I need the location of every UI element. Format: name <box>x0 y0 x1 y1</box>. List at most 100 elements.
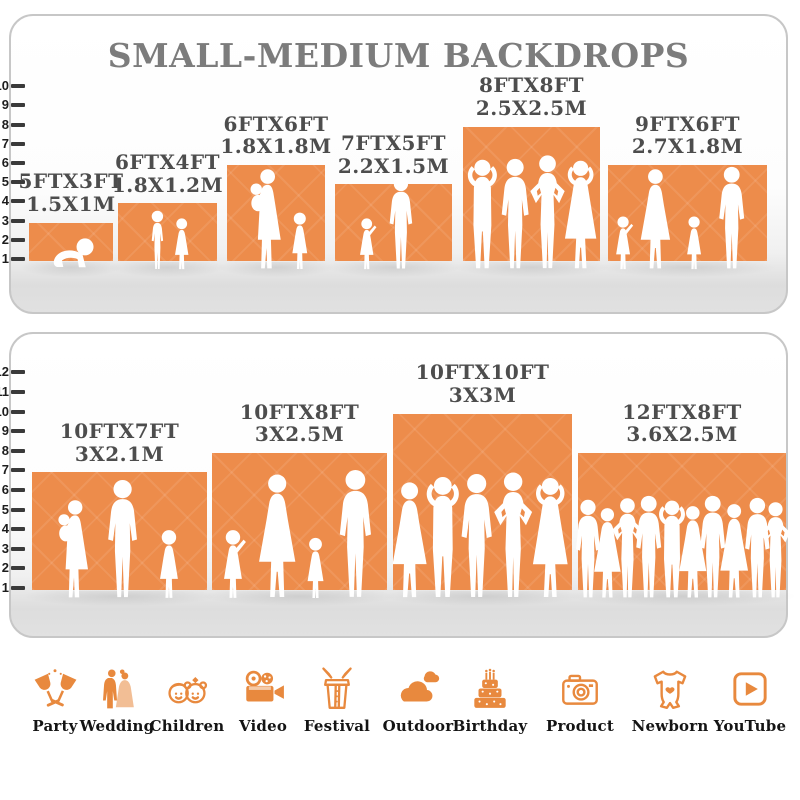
category-label: Children <box>149 717 225 735</box>
silhouette-man <box>101 479 144 599</box>
ruler-number: 12 <box>0 364 9 380</box>
backdrop-size-label: 6FTX6FT 1.8X1.8M <box>220 113 331 158</box>
ruler-tick <box>11 488 25 492</box>
category-item-wedding: Wedding <box>72 666 162 735</box>
backdrop-size-label: 10FTX10FT 3X3M <box>416 361 550 406</box>
ruler-medium-panel: 123456789101112 <box>0 334 786 636</box>
ruler-number: 4 <box>1 193 9 209</box>
size-m-label: 3.6X2.5M <box>626 422 738 447</box>
ruler-number: 8 <box>1 442 9 458</box>
size-ft-label: 5FTX3FT <box>18 169 124 194</box>
backdrop-size-label: 12FTX8FT 3.6X2.5M <box>622 401 741 446</box>
silhouette-woman <box>252 473 302 599</box>
ruler-tick <box>11 507 25 512</box>
ruler-tick <box>11 103 25 108</box>
silhouette-woman <box>635 168 676 270</box>
silhouette-man-hands-on-hips <box>754 501 797 599</box>
category-item-video: Video <box>218 666 308 735</box>
ruler-tick <box>11 218 25 223</box>
product-icon <box>557 666 603 712</box>
category-item-newborn: Newborn <box>625 666 715 735</box>
category-label: Video <box>238 717 288 735</box>
category-item-youtube: YouTube <box>705 666 795 735</box>
silhouette-girl <box>304 535 327 599</box>
ruler-tick <box>11 546 25 551</box>
size-m-label: 2.2X1.5M <box>337 153 450 178</box>
size-ft-label: 9FTX6FT <box>634 111 740 136</box>
size-ft-label: 8FTX8FT <box>478 73 584 98</box>
category-label: Party <box>32 717 78 735</box>
silhouette-man <box>384 176 418 270</box>
ruler-number: 2 <box>1 560 9 576</box>
children-icon <box>164 666 210 712</box>
size-ft-label: 10FTX10FT <box>415 360 550 385</box>
size-m-label: 3X2.1M <box>74 441 165 466</box>
category-item-product: Product <box>535 666 625 735</box>
ruler-number: 7 <box>1 135 9 151</box>
festival-icon <box>314 666 360 712</box>
silhouette-boy <box>147 208 168 270</box>
ruler-tick <box>11 527 25 532</box>
backdrop-bar: 6FTX4FT 1.8X1.2M <box>110 151 225 277</box>
backdrop-size-label: 10FTX8FT 3X2.5M <box>240 401 359 446</box>
ruler-tick <box>11 448 25 453</box>
ruler-number: 5 <box>1 174 9 190</box>
size-ft-label: 10FTX8FT <box>239 399 360 424</box>
ruler-tick <box>11 199 25 204</box>
panel-medium-backdrops: 123456789101112 10FTX7FT3X2.1M10FTX8FT3X… <box>0 332 794 638</box>
silhouette-baby-crawling <box>49 236 97 270</box>
youtube-icon <box>727 666 773 712</box>
ruler-tick <box>11 180 25 185</box>
ruler-number: 1 <box>1 580 9 595</box>
backdrop-bar: 6FTX6FT 1.8X1.8M <box>219 113 333 277</box>
ruler-number: 5 <box>1 501 9 517</box>
wedding-icon <box>94 666 140 712</box>
ruler-tick <box>11 161 25 165</box>
page-title: SMALL-MEDIUM BACKDROPS <box>107 36 690 75</box>
ruler-tick <box>11 370 25 375</box>
size-m-label: 3X3M <box>448 383 517 407</box>
backdrop-bar: 9FTX6FT 2.7X1.8M <box>600 113 775 277</box>
ruler-number: 7 <box>1 462 9 478</box>
ruler-tick <box>11 122 25 127</box>
ruler-number: 4 <box>1 521 9 537</box>
ruler-tick <box>11 141 25 146</box>
silhouette-girl-reaching <box>613 214 635 270</box>
category-item-birthday: Birthday <box>445 666 535 735</box>
category-item-children: Children <box>142 666 232 735</box>
backdrop-size-label: 6FTX4FT 1.8X1.2M <box>112 151 223 196</box>
ruler-tick <box>11 409 25 414</box>
ruler-number: 10 <box>0 403 9 419</box>
ruler-tick <box>11 566 25 571</box>
ruler-tick <box>11 586 25 590</box>
ruler-number: 3 <box>1 212 9 228</box>
ruler-number: 10 <box>0 78 9 94</box>
outdoor-icon <box>395 666 441 712</box>
category-label: Product <box>545 717 615 735</box>
ruler-tick <box>11 390 25 394</box>
silhouette-man <box>713 166 750 270</box>
category-label: Birthday <box>452 717 528 735</box>
ruler-tick <box>11 84 25 89</box>
ruler-number: 6 <box>1 482 9 497</box>
size-ft-label: 12FTX8FT <box>622 399 742 424</box>
category-item-party: Party <box>10 666 100 735</box>
ruler-number: 8 <box>1 116 9 132</box>
ruler-number: 3 <box>1 540 9 556</box>
size-m-label: 2.5X2.5M <box>475 96 588 120</box>
ruler-number: 2 <box>1 231 9 247</box>
silhouette-girl <box>156 527 182 599</box>
silhouette-girl-reaching <box>357 216 379 270</box>
ruler-tick <box>11 468 25 473</box>
ruler-tick <box>11 429 25 434</box>
size-m-label: 1.8X1.8M <box>220 134 332 159</box>
silhouette-girl <box>172 216 191 270</box>
ruler-small-panel: 1 2 3 4 5 6 7 8 9 10 <box>0 16 786 312</box>
category-label: Outdoor <box>382 717 454 735</box>
category-label: Newborn <box>631 717 709 735</box>
backdrop-bar: 8FTX8FT 2.5X2.5M <box>455 74 608 278</box>
size-ft-label: 6FTX6FT <box>223 111 329 136</box>
size-ft-label: 7FTX5FT <box>340 131 446 155</box>
backdrop-size-label: 8FTX8FT 2.5X2.5M <box>476 74 587 119</box>
